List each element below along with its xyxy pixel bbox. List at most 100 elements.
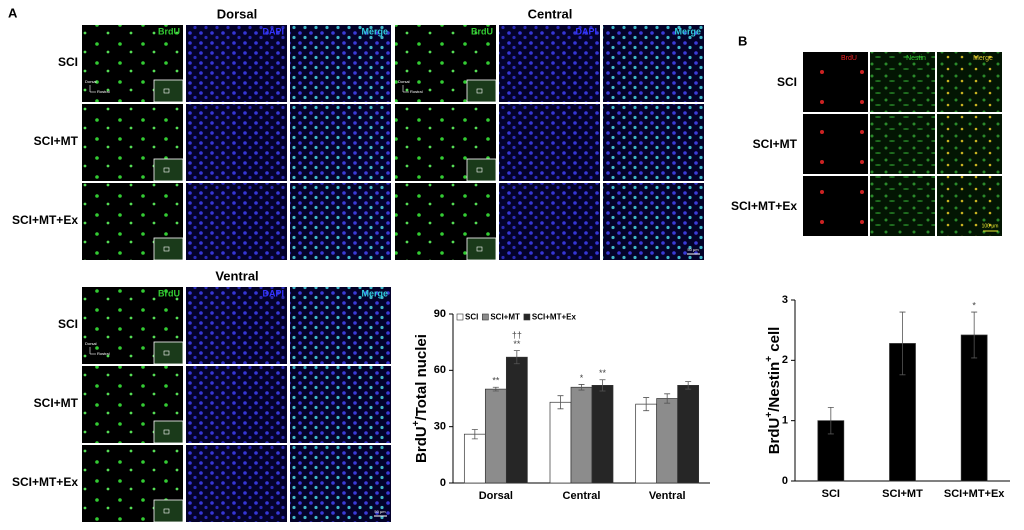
micrograph	[186, 25, 287, 102]
micrograph	[186, 183, 287, 260]
micrograph	[870, 52, 935, 112]
significance-mark: *	[972, 300, 976, 310]
significance-mark: ††	[512, 330, 522, 340]
micrograph	[290, 25, 391, 102]
panel-label: B	[738, 33, 747, 48]
inset-box	[163, 167, 170, 173]
row-label: SCI	[777, 75, 797, 89]
legend-swatch	[482, 313, 489, 321]
inset	[153, 237, 184, 261]
legend-label: SCI+MT+Ex	[532, 313, 577, 322]
error-bar	[643, 397, 650, 412]
row-label: SCI	[58, 317, 78, 331]
micrograph	[186, 366, 287, 443]
y-tick-label: 0	[440, 477, 446, 489]
bar	[677, 385, 700, 484]
scale-label: 100 μm	[982, 223, 999, 229]
row-label: SCI+MT+Ex	[731, 199, 797, 213]
legend-swatch	[523, 313, 531, 321]
error-bar	[664, 393, 671, 404]
inset-box	[163, 88, 170, 94]
bar	[549, 401, 572, 484]
error-bar	[492, 386, 499, 392]
channel-label: Merge	[973, 55, 993, 62]
region-title: Central	[528, 6, 573, 21]
error-bar	[513, 350, 520, 365]
row-label: SCI	[58, 55, 78, 69]
micrograph	[290, 104, 391, 181]
y-axis-label-part: /Total nuclei	[413, 334, 430, 420]
y-axis-label: BrdU+/Total nuclei	[411, 334, 430, 463]
inset-box	[476, 88, 483, 94]
channel-label: Merge	[361, 288, 388, 298]
x-tick-label: SCI+MT	[882, 488, 923, 500]
micrograph	[803, 114, 868, 174]
error-bar	[599, 379, 606, 392]
micrograph	[186, 287, 287, 364]
channel-label: DAPI	[262, 26, 284, 36]
orientation-label: Dorsal	[85, 341, 97, 346]
inset	[466, 237, 497, 261]
inset	[153, 79, 184, 103]
micrograph	[803, 52, 868, 112]
micrograph	[499, 104, 600, 181]
micrograph	[499, 183, 600, 260]
micrograph	[186, 104, 287, 181]
channel-label: DAPI	[575, 26, 597, 36]
micrograph	[186, 445, 287, 522]
scale-label: 50 μm	[687, 247, 699, 252]
inset	[153, 158, 184, 182]
channel-label: Merge	[361, 26, 388, 36]
micrograph	[290, 287, 391, 364]
significance-mark: *	[580, 373, 584, 383]
y-axis-label: BrdU+/Nestin+ cell	[764, 327, 783, 455]
x-tick-label: Dorsal	[479, 490, 513, 502]
orientation-label: Dorsal	[398, 79, 410, 84]
micrograph	[499, 25, 600, 102]
micrograph	[803, 176, 868, 236]
y-tick-label: 3	[782, 294, 788, 306]
error-bar	[578, 384, 585, 391]
y-axis-label-part: cell	[766, 327, 783, 356]
micrograph	[290, 366, 391, 443]
error-bar	[685, 381, 692, 390]
significance-mark: **	[513, 339, 521, 349]
error-bar	[827, 406, 834, 435]
row-label: SCI+MT	[753, 137, 798, 151]
micrograph	[290, 183, 391, 260]
row-label: SCI+MT+Ex	[12, 213, 78, 227]
micrograph	[603, 104, 704, 181]
micrograph	[603, 183, 704, 260]
y-axis-label-part: +	[411, 420, 422, 426]
micrograph	[870, 114, 935, 174]
inset-box	[476, 246, 483, 252]
significance-mark: **	[492, 376, 500, 386]
y-axis-label-part: +	[764, 412, 775, 418]
micrograph	[937, 176, 1002, 236]
panel-label: A	[8, 5, 18, 20]
legend-swatch	[456, 313, 464, 321]
micrograph	[870, 176, 935, 236]
orientation-label: Rostral	[410, 89, 423, 94]
bar	[591, 385, 614, 484]
micrograph	[937, 114, 1002, 174]
channel-label: BrdU	[158, 26, 180, 36]
channel-label: Nestin	[906, 55, 926, 62]
bar	[484, 388, 507, 484]
inset-box	[163, 350, 170, 356]
channel-label: DAPI	[262, 288, 284, 298]
y-axis-label-part: BrdU	[766, 418, 783, 455]
orientation-label: Dorsal	[85, 79, 97, 84]
x-tick-label: SCI+MT+Ex	[944, 488, 1005, 500]
inset-box	[163, 429, 170, 435]
region-title: Dorsal	[217, 6, 257, 21]
legend-label: SCI	[465, 313, 478, 322]
channel-label: BrdU	[158, 288, 180, 298]
bar	[570, 386, 593, 484]
bar	[656, 398, 679, 484]
channel-label: Merge	[674, 26, 701, 36]
scale-label: 50 μm	[374, 509, 386, 514]
row-label: SCI+MT	[34, 134, 79, 148]
y-tick-label: 30	[434, 421, 446, 433]
